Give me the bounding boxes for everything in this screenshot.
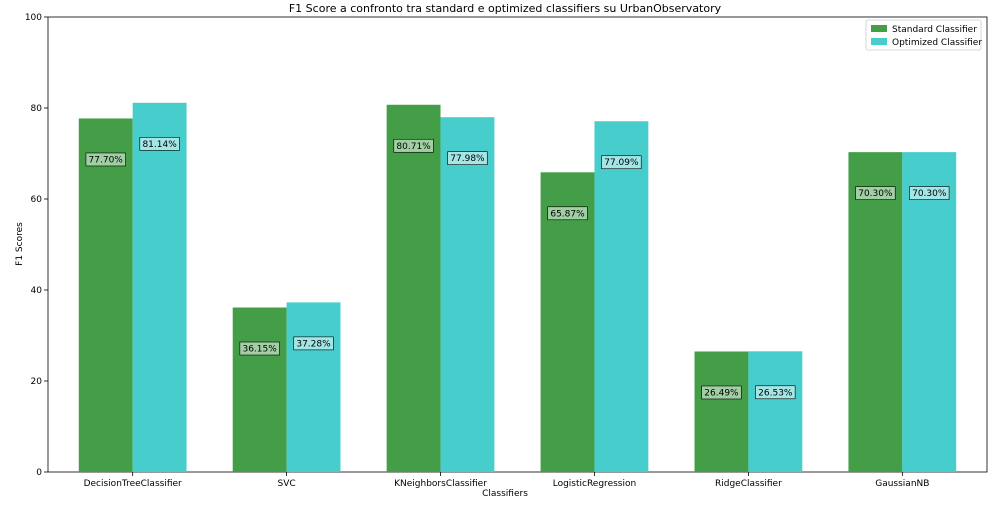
- x-tick-label: DecisionTreeClassifier: [84, 479, 182, 489]
- legend-swatch: [871, 38, 887, 45]
- bar: [540, 172, 595, 472]
- x-tick-label: GaussianNB: [875, 479, 929, 489]
- value-label-box: [447, 151, 488, 165]
- value-label: 77.98%: [450, 154, 485, 164]
- y-tick-label: 80: [31, 104, 43, 114]
- value-label-box: [855, 186, 896, 200]
- bar: [286, 302, 341, 472]
- value-labels: 77.70% 81.14% 36.15% 37.28% 80.71% 77.98% 65.8…: [85, 137, 950, 400]
- value-label: 80.71%: [396, 142, 431, 152]
- value-label: 36.15%: [242, 345, 277, 355]
- x-tick-label: KNeighborsClassifier: [394, 479, 487, 489]
- y-tick-label: 100: [25, 13, 42, 23]
- bar: [386, 104, 441, 472]
- value-label: 37.28%: [296, 339, 331, 349]
- value-label-box: [85, 152, 126, 167]
- y-tick-label: 0: [36, 468, 42, 478]
- y-axis: 0 20 40 60 80 100: [25, 13, 48, 478]
- legend-swatch: [871, 25, 887, 32]
- x-tick-label: LogisticRegression: [553, 479, 636, 489]
- bar: [748, 351, 803, 472]
- bars: [78, 102, 957, 473]
- bar: [78, 118, 133, 472]
- bar: [132, 102, 187, 473]
- value-label-box: [547, 206, 588, 221]
- value-label-box: [601, 155, 642, 170]
- value-label: 26.49%: [704, 388, 739, 398]
- bar: [232, 307, 287, 472]
- chart-title: F1 Score a confronto tra standard e opti…: [289, 2, 722, 15]
- value-label: 70.30%: [912, 189, 947, 199]
- value-label-box: [139, 137, 180, 151]
- legend-entry: Optimized Classifier: [892, 38, 982, 48]
- value-label: 65.87%: [550, 209, 585, 219]
- x-axis-title: Classifiers: [482, 489, 528, 499]
- y-axis-title: F1 Scores: [15, 222, 25, 266]
- legend-entry: Standard Classifier: [892, 25, 977, 35]
- x-tick-label: RidgeClassifier: [715, 479, 782, 489]
- value-label-box: [239, 341, 280, 356]
- bar: [594, 121, 649, 472]
- bar: [694, 351, 749, 472]
- x-axis: DecisionTreeClassifier SVC KNeighborsClass…: [84, 472, 929, 489]
- value-label: 26.53%: [758, 388, 793, 398]
- value-label: 77.09%: [604, 158, 639, 168]
- y-tick-label: 60: [31, 195, 43, 205]
- value-label-box: [909, 186, 950, 200]
- value-label-box: [393, 138, 434, 153]
- value-label: 77.70%: [89, 155, 124, 165]
- plot-area: [47, 16, 988, 473]
- value-label-box: [755, 385, 796, 400]
- bar: [902, 152, 957, 472]
- bar: [440, 117, 495, 472]
- plot-frame: [47, 16, 988, 473]
- value-label-box: [701, 385, 742, 400]
- value-label: 70.30%: [858, 189, 893, 199]
- legend: Standard Classifier Optimized Classifier: [865, 19, 982, 51]
- bar: [848, 152, 903, 472]
- value-label: 81.14%: [142, 140, 177, 150]
- y-tick-label: 40: [31, 286, 43, 296]
- value-label-box: [293, 336, 334, 351]
- y-tick-label: 20: [31, 377, 43, 387]
- x-tick-label: SVC: [278, 479, 296, 489]
- legend-box: [865, 19, 982, 51]
